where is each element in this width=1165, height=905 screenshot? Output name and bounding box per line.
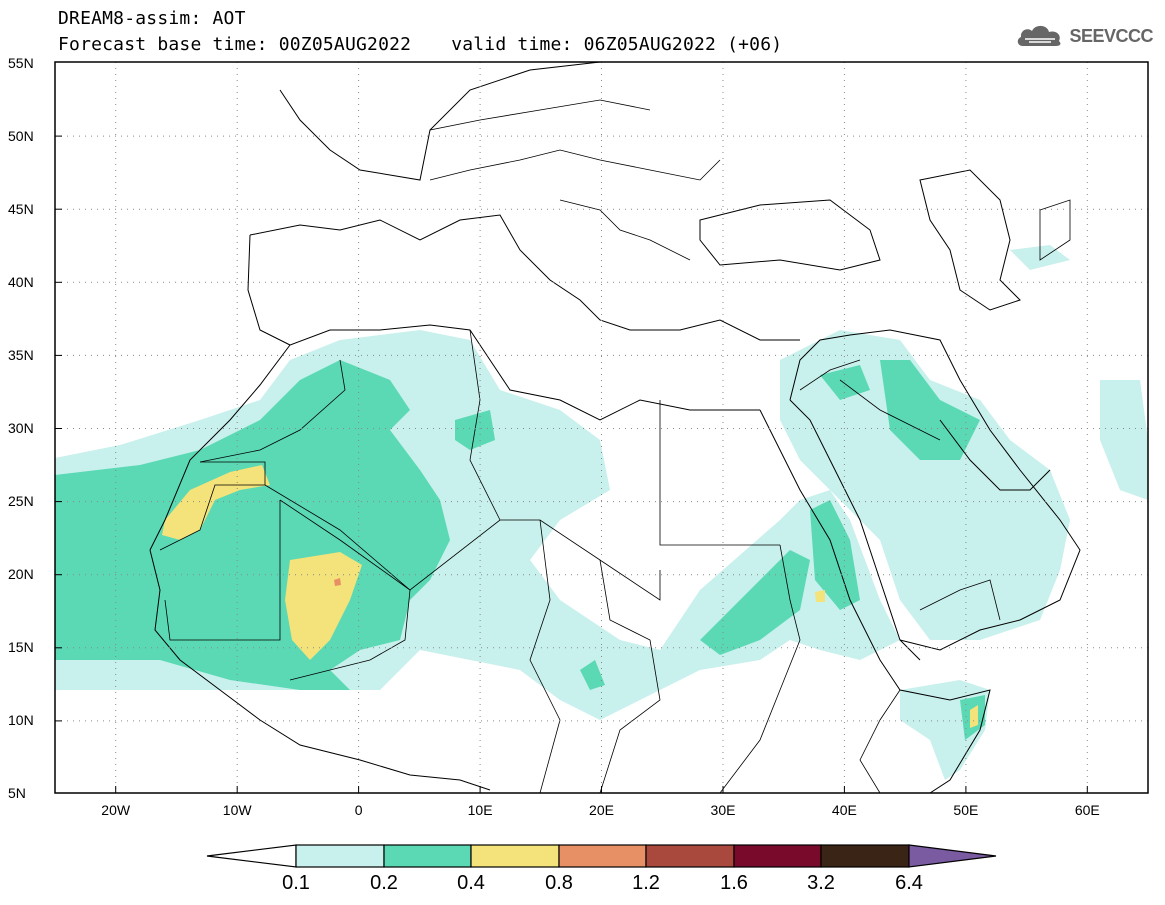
- colorbar-label: 1.6: [720, 872, 748, 894]
- map-subtitle: Forecast base time: 00Z05AUG2022 valid ti…: [58, 34, 782, 55]
- colorbar-under-arrow: [206, 844, 297, 868]
- colorbar-label: 3.2: [807, 872, 835, 894]
- lat-label: 55N: [8, 55, 34, 71]
- map-ticks: [55, 135, 1088, 793]
- lon-label: 10W: [222, 802, 252, 818]
- lon-label: 10E: [467, 802, 493, 818]
- colorbar-segment-4: [645, 844, 735, 868]
- lat-label: 5N: [8, 785, 26, 801]
- aot-region-high-somalia: [970, 705, 978, 728]
- lat-label: 30N: [8, 420, 34, 436]
- seevccc-logo: SEEVCCC: [1015, 22, 1153, 50]
- aot-region-high-eritrea: [815, 590, 825, 602]
- lon-label: 20E: [589, 802, 614, 818]
- colorbar-segment-2: [470, 844, 560, 868]
- aot-region-mid-ne-africa: [700, 550, 810, 655]
- cloud-icon: [1018, 25, 1061, 46]
- colorbar-label: 0.4: [457, 872, 485, 894]
- colorbar-segment-3: [558, 844, 647, 868]
- lon-label: 60E: [1074, 802, 1100, 818]
- lat-label: 50N: [8, 128, 34, 144]
- aot-region-mid-chad: [580, 660, 605, 690]
- lon-label: 50E: [953, 802, 979, 818]
- colorbar-segment-6: [820, 844, 910, 868]
- gridlines: [55, 62, 1148, 793]
- lat-label: 20N: [8, 566, 34, 582]
- valid-time: valid time: 06Z05AUG2022 (+06): [451, 34, 783, 55]
- colorbar-label: 0.8: [545, 872, 573, 894]
- coastlines: [149, 62, 1081, 793]
- aot-region-high-wsahara: [162, 465, 270, 540]
- lat-label: 35N: [8, 347, 34, 363]
- colorbar-label: 1.2: [632, 872, 660, 894]
- colorbar-label: 6.4: [895, 872, 923, 894]
- colorbar-segment-0: [295, 844, 385, 868]
- lon-label: 20W: [101, 802, 131, 818]
- colorbar-segment-5: [733, 844, 822, 868]
- lat-label: 10N: [8, 712, 34, 728]
- logo-text: SEEVCCC: [1069, 25, 1153, 46]
- colorbar-label: 0.2: [370, 872, 398, 894]
- colorbar-over-arrow: [908, 844, 997, 868]
- aot-region-low-east: [780, 330, 1070, 640]
- aot-region-mid-iraq: [880, 360, 980, 460]
- base-time: Forecast base time: 00Z05AUG2022: [58, 34, 412, 55]
- aot-region-peak: [334, 578, 341, 586]
- borders: [159, 99, 1071, 793]
- lon-label: 0: [354, 802, 363, 818]
- lat-label: 25N: [8, 493, 34, 509]
- colorbar-segment-1: [383, 844, 472, 868]
- colorbar: [206, 844, 997, 868]
- aot-shading: [55, 245, 1148, 780]
- lon-label: 30E: [710, 802, 736, 818]
- lat-label: 45N: [8, 201, 34, 217]
- lat-label: 15N: [8, 639, 34, 655]
- lat-label: 40N: [8, 274, 34, 290]
- lon-label: 40E: [831, 802, 857, 818]
- aot-region-mid-mesop: [820, 365, 870, 400]
- aot-region-mid-west: [55, 360, 450, 690]
- map-title: DREAM8-assim: AOT: [58, 8, 246, 29]
- aot-region-low-iran: [1100, 380, 1148, 500]
- colorbar-label: 0.1: [282, 872, 310, 894]
- aot-region-high-sahara: [285, 552, 362, 660]
